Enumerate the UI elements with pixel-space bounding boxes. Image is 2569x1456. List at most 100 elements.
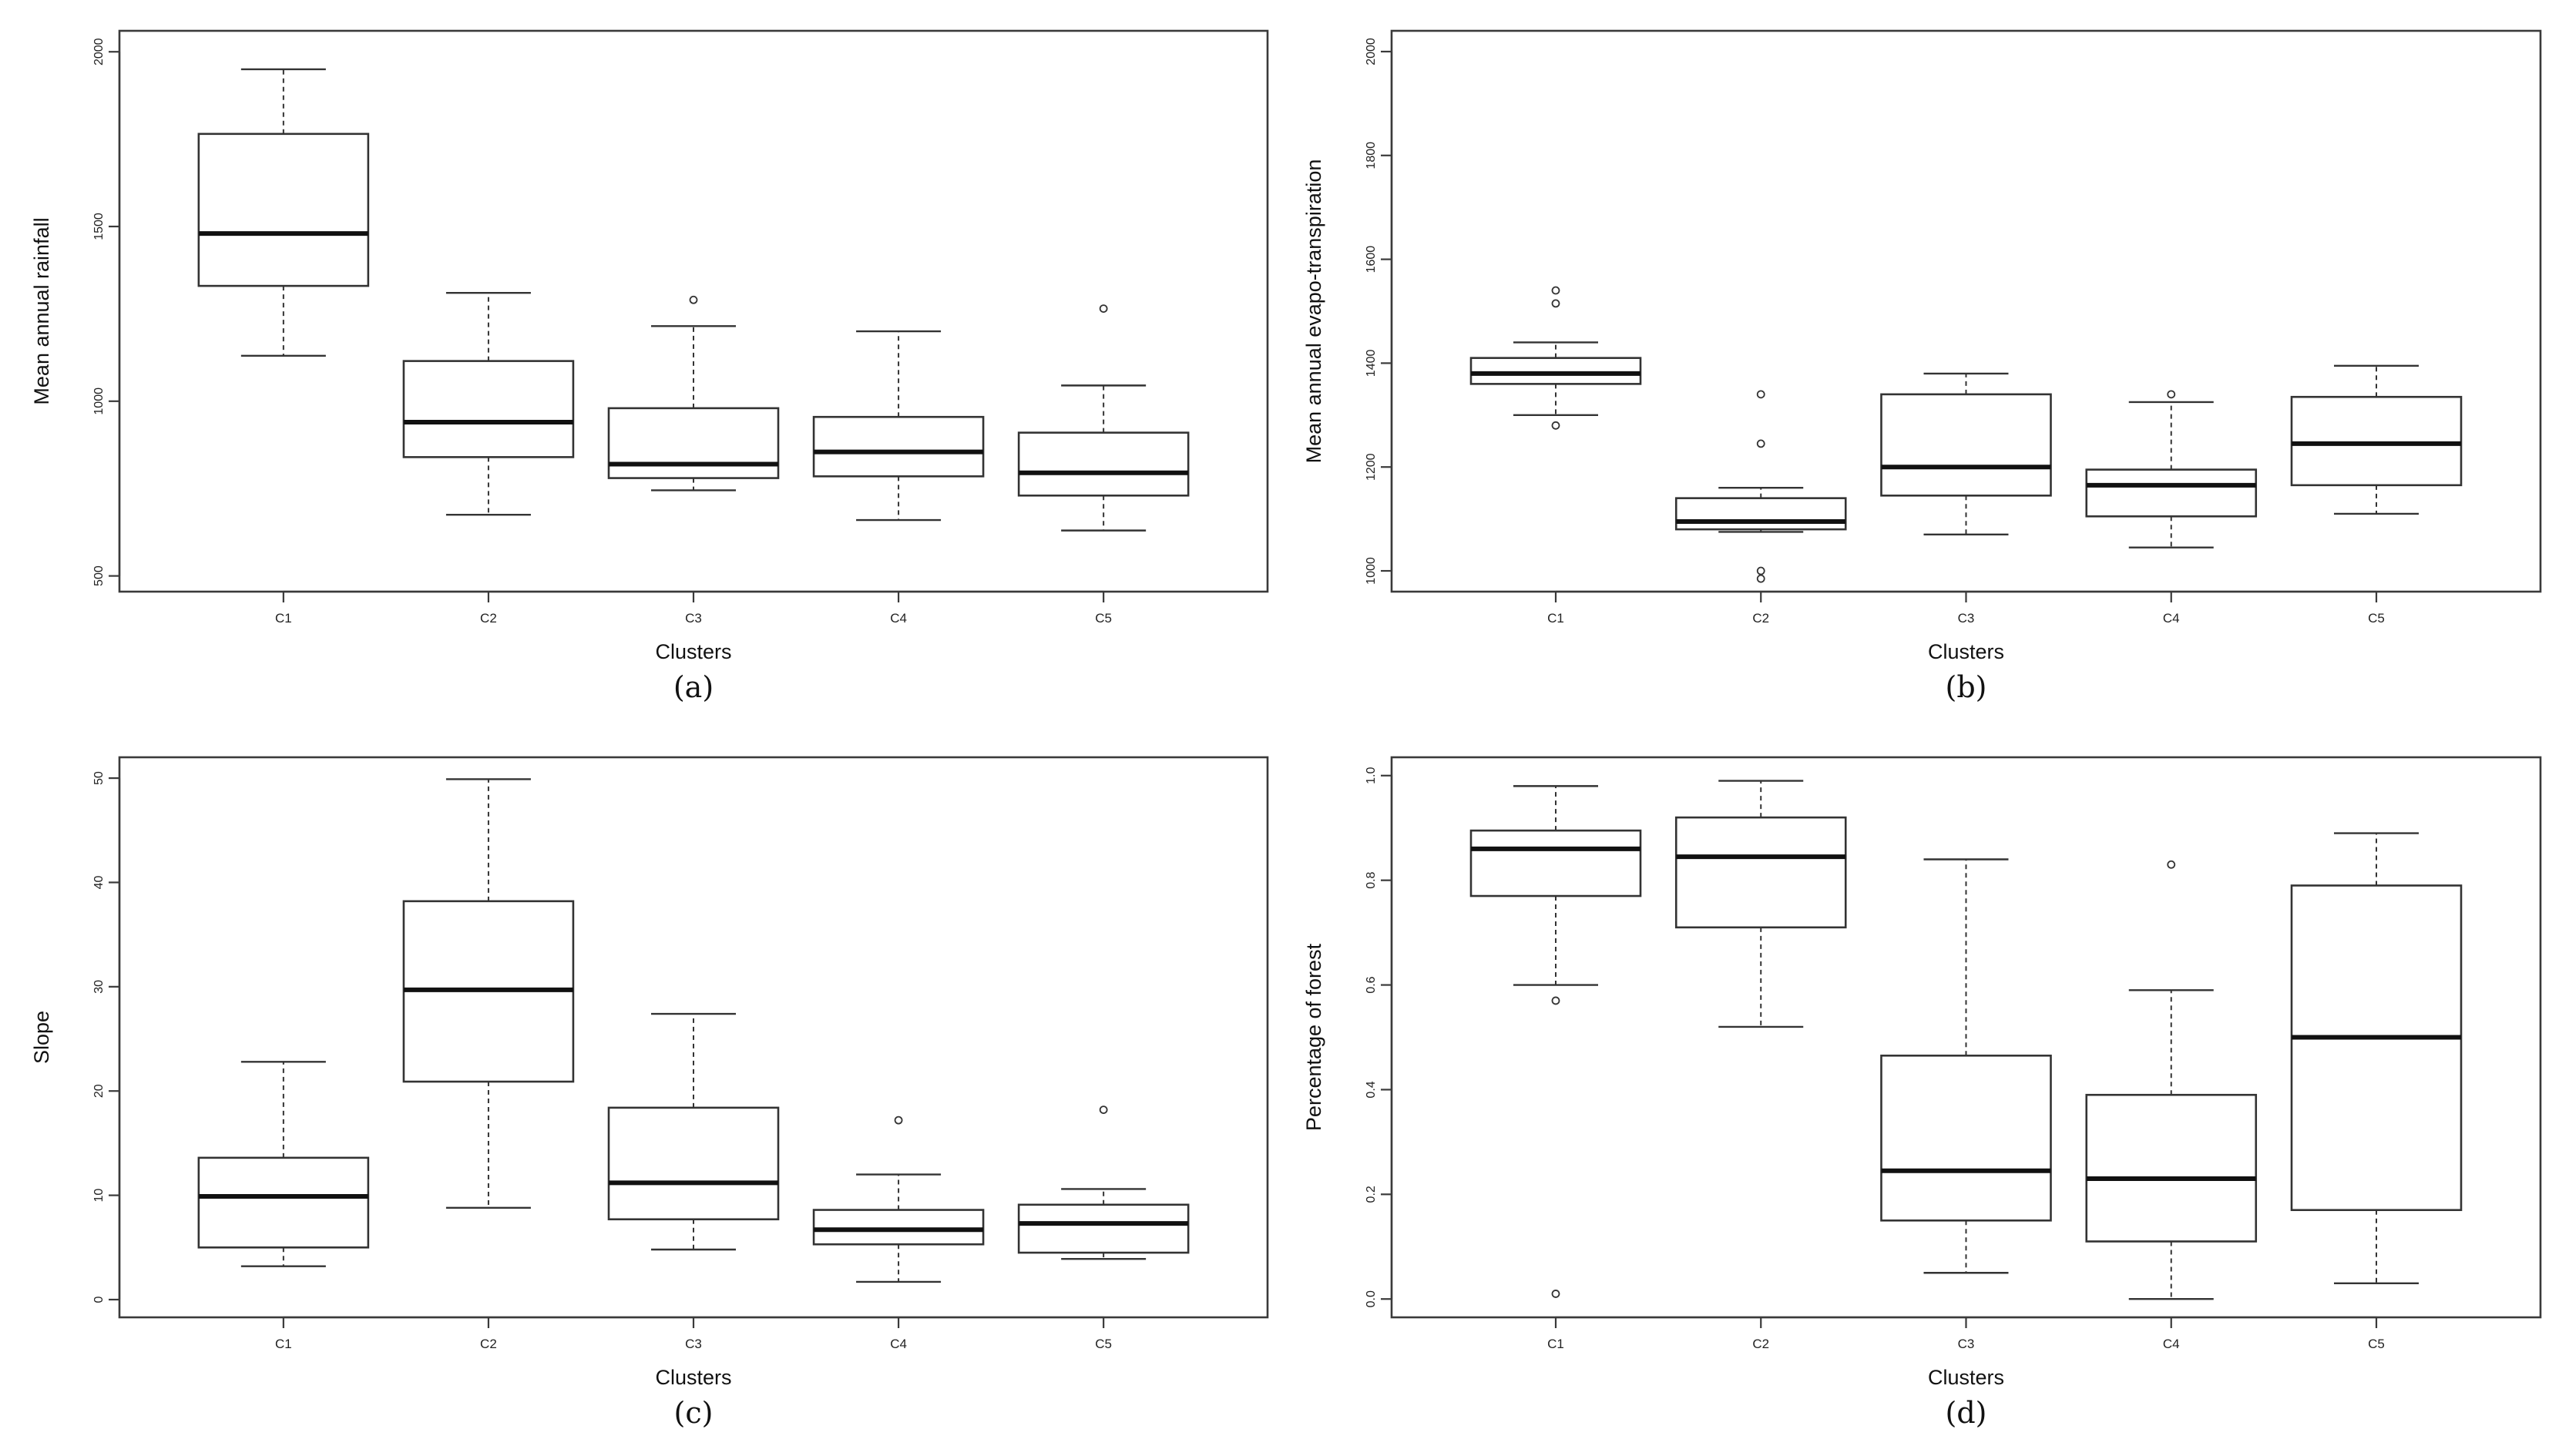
outlier-point	[1099, 1105, 1108, 1114]
y-tick-label: 0.8	[1365, 871, 1378, 888]
box-group-c2	[1674, 390, 1847, 583]
box-group-c1	[1469, 785, 1642, 1298]
iqr-box	[1017, 431, 1190, 497]
box-group-c4	[812, 330, 985, 522]
outlier-point	[2167, 860, 2176, 869]
y-tick-label: 0.6	[1365, 976, 1378, 993]
x-tick-label-c3: C3	[685, 1337, 702, 1351]
outlier-point	[1756, 566, 1765, 575]
y-tick-label: 1000	[92, 387, 106, 415]
outlier-point	[1551, 286, 1560, 295]
outlier-point	[1551, 421, 1560, 430]
box-group-c1	[197, 1061, 370, 1267]
y-tick-label: 1400	[1365, 350, 1378, 377]
iqr-box	[812, 415, 985, 478]
y-tick-label: 1800	[1365, 142, 1378, 169]
panel-label: (c)	[674, 1396, 714, 1430]
y-axis-title: Mean annual evapo-transpiration	[1302, 159, 1325, 464]
iqr-box	[1674, 816, 1847, 929]
y-tick-label: 1200	[1365, 453, 1378, 481]
y-tick-label: 30	[92, 980, 106, 994]
iqr-box	[2085, 1093, 2258, 1243]
y-axis-title: Slope	[30, 1011, 53, 1064]
x-tick-label-c1: C1	[275, 611, 292, 626]
x-axis-title: Clusters	[655, 640, 731, 663]
iqr-box	[2290, 884, 2463, 1212]
x-tick-label-c1: C1	[275, 1337, 292, 1351]
y-tick-label: 0.4	[1365, 1081, 1378, 1098]
box-group-c2	[402, 778, 575, 1209]
iqr-box	[1880, 393, 2052, 497]
x-axis-title: Clusters	[1928, 640, 2004, 663]
outlier-point	[1756, 439, 1765, 448]
x-axis-title: Clusters	[1928, 1366, 2004, 1389]
iqr-box	[607, 1106, 780, 1221]
box-group-c4	[2085, 860, 2258, 1300]
y-tick-label: 0.2	[1365, 1186, 1378, 1203]
y-tick-label: 1600	[1365, 246, 1378, 273]
panel-b: 1000 1200 1400 1600 1800 2000 C1 C2 C3 C4 C5 Cluste…	[1302, 29, 2542, 704]
y-tick-label: 1.0	[1365, 767, 1378, 784]
y-tick-label: 20	[92, 1084, 106, 1098]
outlier-point	[894, 1115, 903, 1125]
y-tick-label: 1500	[92, 213, 106, 240]
iqr-box	[607, 407, 780, 479]
x-tick-label-c5: C5	[1095, 1337, 1112, 1351]
panel-a: 500 1000 1500 2000 C1 C2 C3 C4 C5 Clusters Mean an…	[30, 29, 1269, 704]
x-tick-label-c3: C3	[1958, 611, 1975, 626]
y-tick-label: 2000	[92, 38, 106, 65]
x-tick-label-c3: C3	[1958, 1337, 1975, 1351]
iqr-box	[2290, 395, 2463, 487]
x-axis-title: Clusters	[655, 1366, 731, 1389]
outlier-point	[1099, 304, 1108, 313]
y-tick-label: 500	[92, 565, 106, 586]
box-group-c3	[607, 295, 780, 491]
panel-d: 0.0 0.2 0.4 0.6 0.8 1.0 C1 C2 C3 C4 C5 Clusters Perc…	[1302, 756, 2542, 1430]
panel-label: (a)	[673, 670, 714, 704]
box-group-c3	[607, 1012, 780, 1251]
outlier-point	[1551, 1290, 1560, 1298]
panel-label: (d)	[1946, 1396, 1987, 1430]
outlier-point	[1756, 574, 1765, 583]
box-group-c2	[1674, 780, 1847, 1028]
iqr-box	[1674, 497, 1847, 531]
x-tick-label-c2: C2	[1752, 1337, 1769, 1351]
x-tick-label-c1: C1	[1547, 611, 1564, 626]
y-tick-label: 0.0	[1365, 1290, 1378, 1307]
box-group-c4	[812, 1115, 985, 1283]
box-group-c2	[402, 291, 575, 516]
box-group-c1	[1469, 286, 1642, 430]
y-axis-title: Percentage of forest	[1302, 943, 1325, 1131]
x-tick-label-c5: C5	[2368, 1337, 2385, 1351]
y-tick-label: 1000	[1365, 557, 1378, 585]
x-tick-label-c5: C5	[2368, 611, 2385, 626]
outlier-point	[689, 295, 698, 304]
x-tick-label-c2: C2	[480, 611, 497, 626]
y-tick-label: 10	[92, 1189, 106, 1203]
x-tick-label-c2: C2	[480, 1337, 497, 1351]
panel-c: 0 10 20 30 40 50 C1 C2 C3 C4 C5 Clusters Slope (c)	[30, 756, 1269, 1430]
x-tick-label-c4: C4	[890, 1337, 907, 1351]
outlier-point	[2167, 390, 2176, 399]
box-group-c3	[1880, 372, 2052, 536]
box-group-c1	[197, 68, 370, 357]
box-group-c4	[2085, 390, 2258, 549]
y-tick-label: 40	[92, 875, 106, 889]
box-group-c5	[2290, 832, 2463, 1285]
box-group-c3	[1880, 858, 2052, 1274]
iqr-box	[402, 360, 575, 458]
iqr-box	[197, 1156, 370, 1249]
plot-frame	[118, 29, 1269, 593]
iqr-box	[1469, 829, 1642, 897]
box-group-c5	[1017, 304, 1190, 532]
iqr-box	[812, 1209, 985, 1246]
y-axis-title: Mean annual rainfall	[30, 217, 53, 404]
iqr-box	[1469, 357, 1642, 385]
outlier-point	[1756, 390, 1765, 399]
y-tick-label: 2000	[1365, 38, 1378, 65]
iqr-box	[1880, 1054, 2052, 1222]
x-tick-label-c3: C3	[685, 611, 702, 626]
x-tick-label-c4: C4	[2163, 1337, 2180, 1351]
